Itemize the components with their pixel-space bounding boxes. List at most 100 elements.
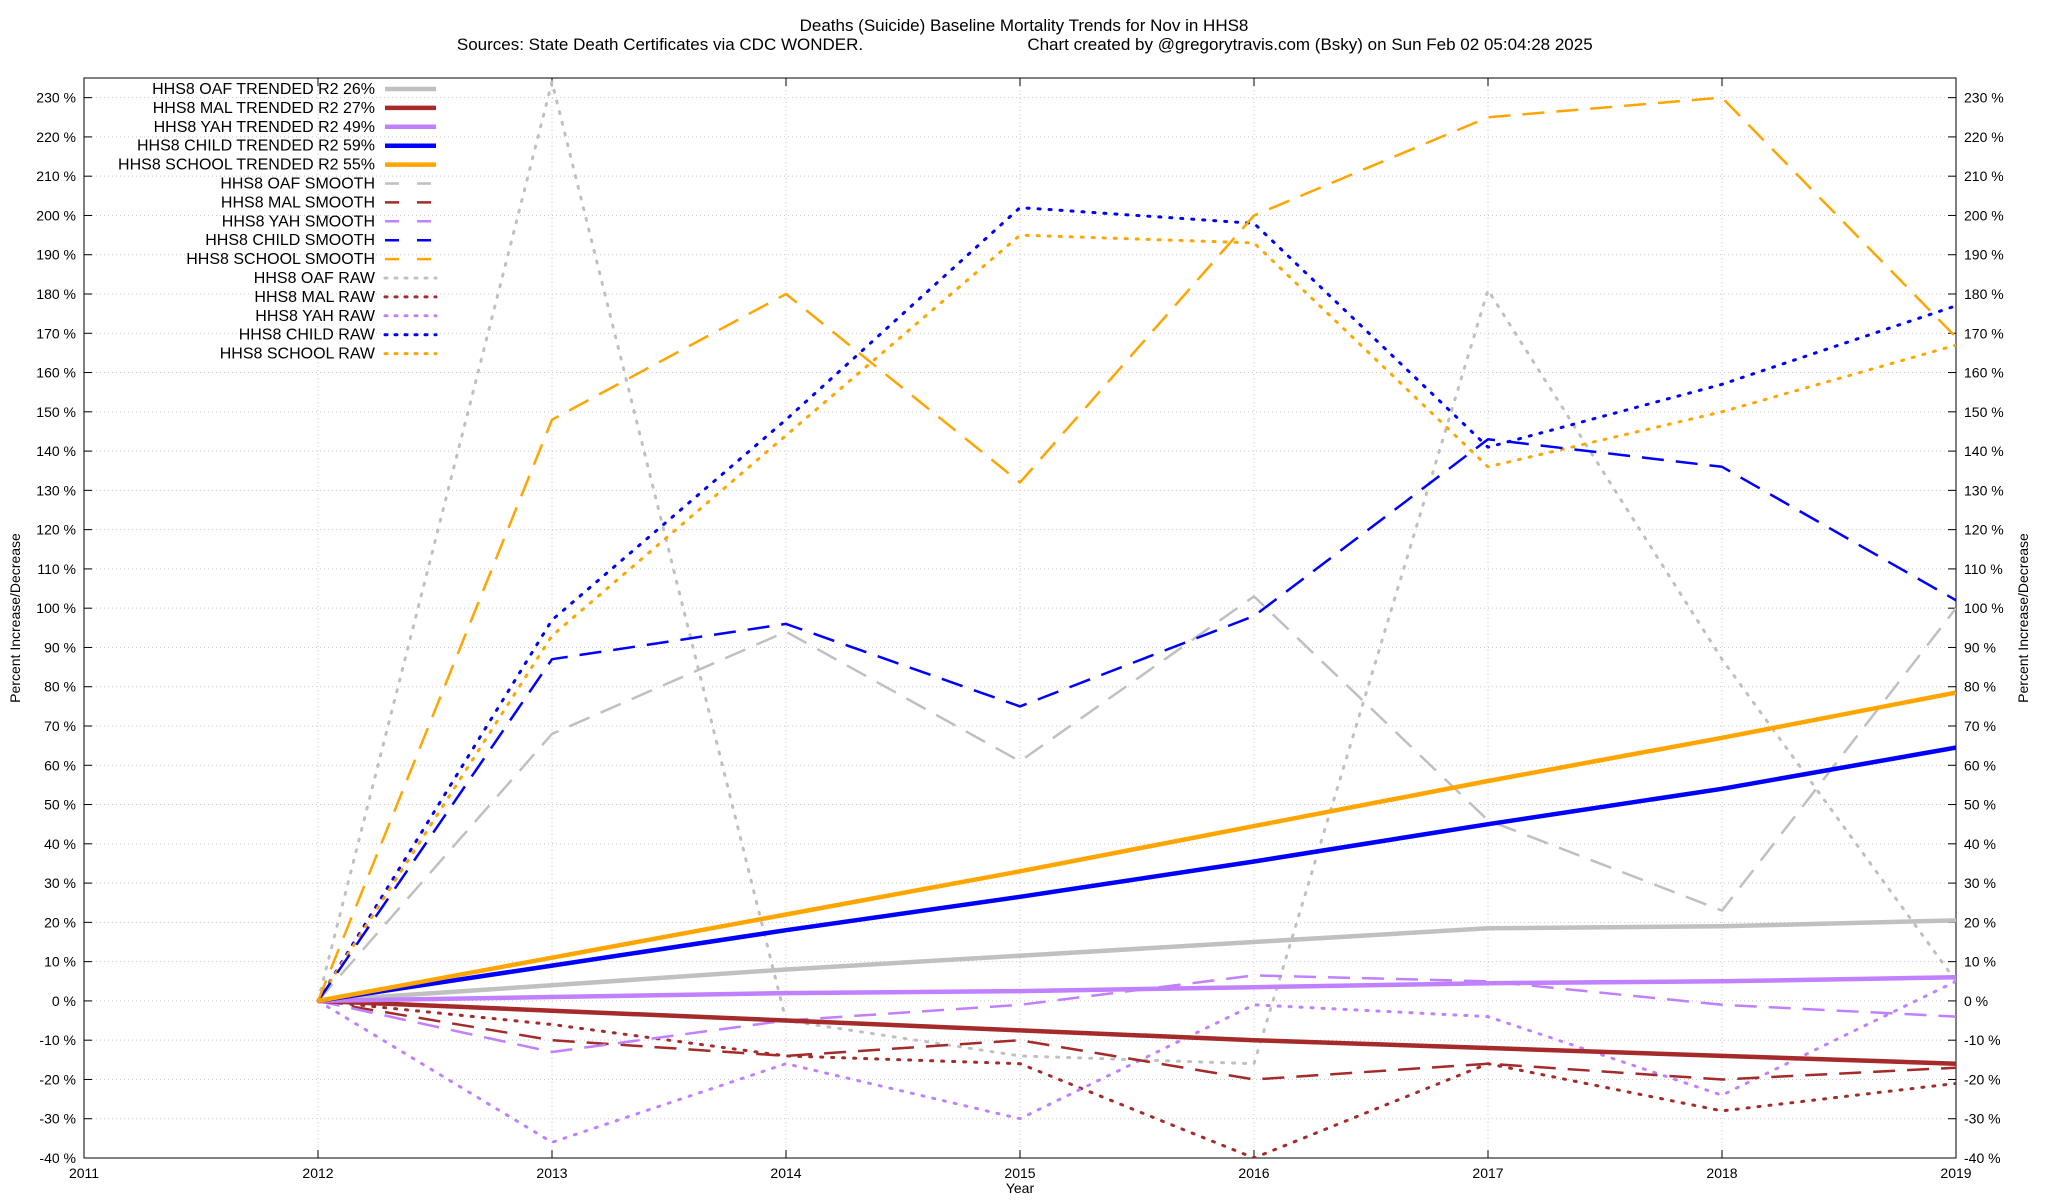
y-tick-label-right: 150 % (1964, 404, 2004, 420)
y-tick-label-left: 130 % (36, 482, 76, 498)
series-line-hhs8-child-raw (316, 206, 1956, 1003)
legend-entry-label: HHS8 CHILD SMOOTH (205, 232, 375, 249)
x-tick-label: 2015 (1004, 1165, 1035, 1181)
y-tick-label-right: 110 % (1964, 561, 2003, 577)
y-tick-label-right: 160 % (1964, 365, 2004, 381)
series-line-hhs8-school-smooth (316, 96, 1956, 1002)
y-tick-label-right: 60 % (1964, 757, 1996, 773)
y-tick-label-right: -10 % (1964, 1032, 2001, 1048)
y-tick-label-left: 100 % (36, 600, 76, 616)
y-tick-label-left: 60 % (44, 757, 76, 773)
y-tick-label-left: 30 % (44, 875, 76, 891)
y-tick-label-right: 40 % (1964, 836, 1996, 852)
y-tick-label-left: 220 % (36, 129, 76, 145)
y-tick-label-left: 10 % (44, 954, 76, 970)
legend-entry-label: HHS8 CHILD RAW (239, 327, 376, 344)
legend-entry-label: HHS8 OAF SMOOTH (220, 176, 375, 193)
y-tick-label-left: 80 % (44, 679, 76, 695)
y-tick-label-left: 50 % (44, 797, 76, 813)
x-tick-label: 2013 (536, 1165, 567, 1181)
y-tick-label-left: -30 % (39, 1111, 76, 1127)
legend-entry-label: HHS8 OAF RAW (254, 270, 376, 287)
y-tick-label-right: 90 % (1964, 639, 1996, 655)
series-line-hhs8-yah-trended-r2-49 (317, 975, 1956, 1004)
y-tick-label-right: 230 % (1964, 90, 2004, 106)
series-line-hhs8-school-raw (316, 233, 1956, 1003)
x-axis-label: Year (1006, 1180, 1035, 1196)
y-tick-label-left: 160 % (36, 365, 76, 381)
y-tick-label-right: 200 % (1964, 207, 2004, 223)
y-tick-label-left: -40 % (39, 1150, 76, 1166)
y-tick-label-right: 80 % (1964, 679, 1996, 695)
y-tick-label-right: -20 % (1964, 1071, 2001, 1087)
series-line-hhs8-oaf-trended-r2-26 (317, 918, 1956, 1004)
series (316, 80, 1956, 1158)
series-line-hhs8-mal-raw (316, 999, 1956, 1158)
legend-entry-label: HHS8 MAL TRENDED R2 27% (153, 100, 375, 117)
series-line-hhs8-school-trended-r2-55 (317, 690, 1956, 1004)
x-tick-label: 2016 (1238, 1165, 1269, 1181)
y-tick-label-left: -10 % (39, 1032, 76, 1048)
legend-entry-label: HHS8 SCHOOL RAW (220, 346, 376, 363)
y-tick-label-right: 220 % (1964, 129, 2004, 145)
y-tick-label-left: 210 % (36, 168, 76, 184)
y-tick-label-right: 100 % (1964, 600, 2004, 616)
series-line-hhs8-mal-trended-r2-27 (317, 998, 1956, 1066)
y-axis-label-left: Percent Increase/Decrease (7, 533, 23, 703)
series-line-hhs8-oaf-raw (316, 80, 1956, 1066)
legend-entry-label: HHS8 SCHOOL TRENDED R2 55% (118, 157, 375, 174)
y-tick-label-right: 210 % (1964, 168, 2004, 184)
series-line-hhs8-oaf-smooth (317, 595, 1956, 1002)
legend-entry-label: HHS8 SCHOOL SMOOTH (186, 251, 375, 268)
x-tick-label: 2017 (1472, 1165, 1503, 1181)
y-tick-label-right: 120 % (1964, 522, 2004, 538)
x-tick-label: 2011 (69, 1165, 99, 1181)
y-tick-label-right: 130 % (1964, 482, 2004, 498)
x-tick-label: 2014 (770, 1165, 801, 1181)
x-tick-label: 2019 (1940, 1165, 1971, 1181)
chart-subtitle-left: Sources: State Death Certificates via CD… (457, 35, 863, 54)
series-line-hhs8-child-trended-r2-59 (317, 745, 1956, 1004)
y-axis-label-right: Percent Increase/Decrease (2015, 533, 2031, 703)
y-tick-label-right: 190 % (1964, 247, 2004, 263)
y-tick-label-left: 120 % (36, 522, 76, 538)
y-tick-label-right: 170 % (1964, 325, 2004, 341)
y-tick-label-right: 10 % (1964, 954, 1996, 970)
legend-entry-label: HHS8 YAH TRENDED R2 49% (154, 119, 375, 136)
legend-entry-label: HHS8 CHILD TRENDED R2 59% (137, 138, 375, 155)
y-tick-label-left: 110 % (37, 561, 76, 577)
legend-entry-label: HHS8 YAH SMOOTH (222, 213, 375, 230)
chart-subtitle-right: Chart created by @gregorytravis.com (Bsk… (1027, 35, 1592, 54)
y-tick-label-right: 140 % (1964, 443, 2004, 459)
y-tick-label-left: 70 % (44, 718, 76, 734)
legend: HHS8 OAF TRENDED R2 26% HHS8 MAL TRENDED … (118, 81, 438, 363)
y-tick-label-left: 200 % (36, 207, 76, 223)
legend-entry-label: HHS8 MAL SMOOTH (221, 194, 375, 211)
series-line-hhs8-mal-smooth (317, 999, 1956, 1081)
legend-entry-label: HHS8 OAF TRENDED R2 26% (152, 81, 375, 98)
y-tick-label-right: 180 % (1964, 286, 2004, 302)
legend-entry-label: HHS8 MAL RAW (254, 289, 376, 306)
y-tick-label-left: 20 % (44, 914, 76, 930)
series-line-hhs8-child-smooth (316, 438, 1956, 1002)
y-tick-label-left: 40 % (44, 836, 76, 852)
y-tick-label-left: 140 % (36, 443, 76, 459)
y-tick-label-left: 150 % (36, 404, 76, 420)
y-tick-label-right: 30 % (1964, 875, 1996, 891)
x-tick-label: 2018 (1706, 1165, 1737, 1181)
legend-entry-label: HHS8 YAH RAW (255, 308, 376, 325)
y-tick-label-left: -20 % (39, 1071, 76, 1087)
y-tick-label-left: 180 % (36, 286, 76, 302)
chart-title: Deaths (Suicide) Baseline Mortality Tren… (800, 16, 1249, 35)
grid (83, 78, 1957, 1159)
y-tick-label-left: 230 % (36, 90, 76, 106)
y-tick-label-left: 170 % (36, 325, 76, 341)
y-tick-label-right: -30 % (1964, 1111, 2001, 1127)
y-tick-label-right: 50 % (1964, 797, 1996, 813)
y-tick-label-right: 0 % (1964, 993, 1988, 1009)
y-tick-label-left: 0 % (52, 993, 76, 1009)
x-tick-label: 2012 (302, 1165, 333, 1181)
y-tick-label-left: 90 % (44, 639, 76, 655)
